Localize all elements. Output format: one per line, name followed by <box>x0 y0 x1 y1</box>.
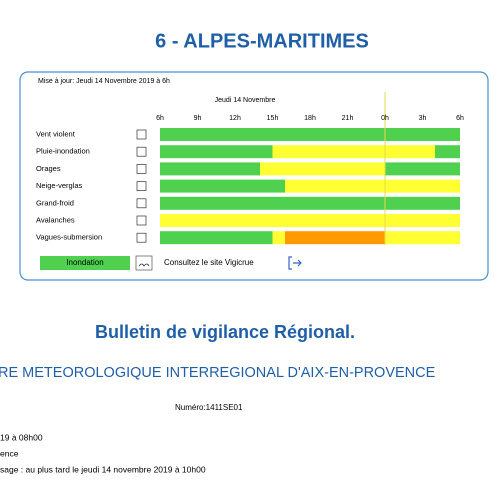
segment <box>385 231 460 245</box>
row-label: Vagues-submersion <box>36 233 102 242</box>
segment <box>285 231 385 245</box>
panel <box>19 71 489 281</box>
hour-label: 6h <box>156 115 164 122</box>
link-icon[interactable] <box>288 256 302 270</box>
bulletin-lines: 19 à 08h00 ence sage : au plus tard le jeu… <box>0 432 206 474</box>
row-label: Orages <box>36 164 61 173</box>
segment <box>260 162 385 176</box>
legend-label: Inondation <box>66 258 103 267</box>
row-icon <box>136 129 147 140</box>
segment <box>160 231 273 245</box>
segment <box>272 231 285 245</box>
vigicrue-link[interactable]: Consultez le site Vigicrue <box>164 258 254 267</box>
segment <box>160 128 460 141</box>
hour-label: 12h <box>229 115 241 122</box>
center: RE METEOROLOGIQUE INTERREGIONAL D'AIX-EN… <box>0 365 436 381</box>
segment <box>160 162 260 176</box>
timeline: 6h9h12h15h18h21h0h3h6hVent violentPluie-… <box>36 92 464 245</box>
row-label: Grand-froid <box>36 198 74 207</box>
bulletin-line: ence <box>0 448 19 458</box>
segment <box>160 145 273 159</box>
legend-box <box>40 256 130 270</box>
title: 6 - ALPES-MARITIMES <box>155 30 369 52</box>
hour-label: 9h <box>194 115 202 122</box>
update: Mise à jour: Jeudi 14 Novembre 2019 à 6h <box>38 78 170 85</box>
row-label: Neige-verglas <box>36 181 83 190</box>
segment <box>160 179 285 193</box>
hour-label: 3h <box>419 115 427 122</box>
row-icon <box>136 215 147 226</box>
bulletin-line: 19 à 08h00 <box>0 432 43 442</box>
segment <box>272 145 435 159</box>
row-icon <box>136 232 147 243</box>
row-icon <box>136 198 147 209</box>
row-icon <box>136 164 147 174</box>
segment <box>160 214 460 227</box>
bulletin-line: sage : au plus tard le jeudi 14 novembre… <box>0 464 206 474</box>
wave-icon <box>138 263 150 267</box>
row-label: Avalanches <box>36 215 75 224</box>
row-label: Vent violent <box>36 129 76 138</box>
segment <box>160 196 460 210</box>
row-icon <box>136 146 147 157</box>
segment <box>385 162 460 176</box>
number: Numéro:1411SE01 <box>175 403 243 412</box>
segment <box>285 179 460 193</box>
row-icon <box>136 181 147 191</box>
hour-label: 18h <box>304 115 316 122</box>
hour-label: 21h <box>342 115 354 122</box>
bulletin-title: Bulletin de vigilance Régional. <box>95 322 355 342</box>
row-label: Pluie-inondation <box>36 147 90 156</box>
legend-icon <box>135 255 153 271</box>
segment <box>435 145 460 159</box>
day: Jeudi 14 Novembre <box>215 97 276 104</box>
hour-label: 6h <box>456 115 464 122</box>
hour-label: 15h <box>267 115 279 122</box>
